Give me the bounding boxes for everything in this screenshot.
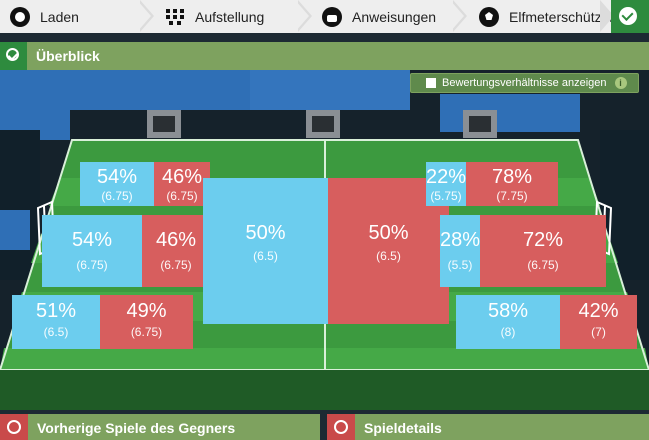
zone-rating: (6.5) [376,249,401,263]
stand-west-lower [0,130,40,280]
tab-lineup-label: Aufstellung [195,8,265,25]
stadium-view: Bewertungsverhältnisse anzeigen i 54% (6… [0,70,649,410]
zone-rating: (6.75) [166,189,198,203]
previous-opponent-games-title: Vorherige Spiele des Gegners [37,420,236,436]
zone-left-top-away: 46% (6.75) [154,162,210,206]
tunnel-opening [469,116,491,132]
match-details-panel[interactable]: Spieldetails [327,414,649,440]
tunnel-opening [312,116,334,132]
tab-separator-inner [450,0,464,32]
zone-left-bottom-home: 51% (6.5) [12,295,100,349]
zone-rating: (7) [591,325,606,339]
zone-rating: (8) [500,325,516,339]
previous-opponent-games-panel[interactable]: Vorherige Spiele des Gegners [0,414,320,440]
info-symbol: i [619,78,622,88]
zone-rating: (6.75) [76,258,108,272]
zone-rating: (6.75) [527,258,559,272]
zone-pct: 49% [126,300,167,322]
match-setup-tabs: Laden Aufstellung Anweisungen Elfmetersc… [0,0,649,33]
zone-pct: 58% [487,300,529,322]
rating-ratio-label: Bewertungsverhältnisse anzeigen [442,77,607,89]
zone-pct: 51% [35,300,77,322]
tunnel-opening [153,116,175,132]
tab-lineup[interactable]: Aufstellung [165,0,264,33]
zone-rating: (5.75) [430,189,462,203]
zone-right-mid-away: 72% (6.75) [480,215,606,287]
tab-confirm[interactable] [611,0,649,33]
zone-pct: 50% [368,222,409,244]
zone-right-mid-home: 28% (5.5) [440,215,480,287]
tab-penalty-takers[interactable]: Elfmeterschützen [479,0,617,33]
tab-load-label: Laden [40,8,79,25]
tab-load[interactable]: Laden [10,0,79,33]
zone-pct: 50% [245,222,286,244]
zone-rating: (6.75) [160,258,192,272]
whistle-icon [322,6,342,27]
tab-instructions-label: Anweisungen [352,8,437,25]
formation-grid-icon [165,7,185,27]
stand-west [0,70,70,140]
tab-separator [600,0,614,32]
record-icon [10,6,30,27]
tab-separator-inner [295,0,309,32]
zone-pct: 46% [161,166,203,188]
zone-right-top-away: 78% (7.75) [466,162,558,206]
zone-left-bottom-away: 49% (6.75) [100,295,193,349]
zone-center-away: 50% (6.5) [328,178,449,324]
zone-pct: 78% [491,166,533,188]
info-icon[interactable]: i [614,77,627,89]
zone-left-mid-home: 54% (6.75) [42,215,142,287]
tab-penalty-takers-label: Elfmeterschützen [509,8,618,25]
stand-west-side [0,210,30,250]
overview-title: Überblick [36,48,100,64]
checkbox[interactable] [426,78,436,88]
zone-center-home: 50% (6.5) [203,178,328,324]
zone-right-bottom-home: 58% (8) [456,295,560,349]
rating-ratio-toggle[interactable]: Bewertungsverhältnisse anzeigen i [410,73,639,93]
stand-north-center [250,70,410,110]
zone-pct: 42% [578,300,619,322]
zone-rating: (6.5) [43,325,69,339]
zone-rating: (6.75) [101,189,133,203]
zone-pct: 54% [96,166,138,188]
tab-separator-inner [137,0,151,32]
zone-pct: 54% [71,229,113,251]
target-icon [327,414,355,440]
check-circle-icon [0,42,27,70]
zone-left-mid-away: 46% (6.75) [142,215,210,287]
match-details-title: Spieldetails [364,420,442,436]
target-icon [0,414,28,440]
zone-rating: (6.75) [130,325,163,339]
zone-rating: (6.5) [253,249,278,263]
zone-right-bottom-away: 42% (7) [560,295,637,349]
zone-pct: 72% [522,229,564,251]
zone-left-top-home: 54% (6.75) [80,162,154,206]
zone-rating: (7.75) [496,189,528,203]
zone-pct: 28% [440,229,481,251]
football-icon [479,6,499,27]
zone-right-top-home: 22% (5.75) [426,162,466,206]
zone-rating: (5.5) [447,258,473,272]
check-icon [619,7,637,25]
zone-pct: 46% [155,229,197,251]
tab-instructions[interactable]: Anweisungen [322,0,436,33]
zone-pct: 22% [426,166,467,188]
overview-header: Überblick [0,42,649,70]
